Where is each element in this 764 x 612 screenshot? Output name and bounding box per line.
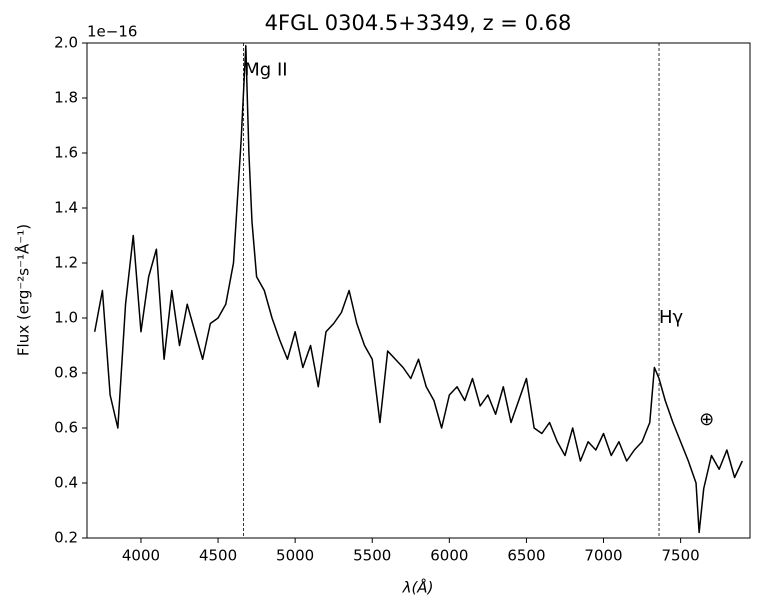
x-tick-label: 6000 [430, 547, 468, 565]
x-tick-label: 4000 [122, 547, 160, 565]
y-tick-label: 1.2 [54, 254, 78, 272]
y-tick-label: 1.0 [54, 309, 78, 327]
x-tick-label: 5500 [353, 547, 391, 565]
x-tick-label: 7000 [584, 547, 622, 565]
y-axis-label: Flux (erg⁻²s⁻¹Å⁻¹) [14, 224, 33, 356]
y-tick-label: 1.6 [54, 144, 78, 162]
x-tick-label: 7500 [662, 547, 700, 565]
y-tick-label: 2.0 [54, 34, 78, 52]
plot-frame [86, 42, 751, 539]
y-tick-label: 0.6 [54, 419, 78, 437]
x-tick-label: 4500 [199, 547, 237, 565]
y-tick-label: 0.8 [54, 364, 78, 382]
annotation: ⊕ [699, 409, 714, 430]
y-tick-label: 0.2 [54, 529, 78, 547]
x-axis-label: λ(Å) [402, 578, 434, 597]
annotation: Hγ [659, 307, 684, 328]
chart-title: 4FGL 0304.5+3349, z = 0.68 [265, 11, 572, 35]
annotation: Mg II [244, 60, 287, 81]
y-tick-label: 1.4 [54, 199, 78, 217]
y-tick-label: 0.4 [54, 474, 78, 492]
y-offset-text: 1e−16 [87, 23, 137, 41]
x-tick-label: 5000 [276, 547, 314, 565]
spectrum-line [93, 45, 743, 534]
y-tick-label: 1.8 [54, 89, 78, 107]
x-tick-label: 6500 [507, 547, 545, 565]
